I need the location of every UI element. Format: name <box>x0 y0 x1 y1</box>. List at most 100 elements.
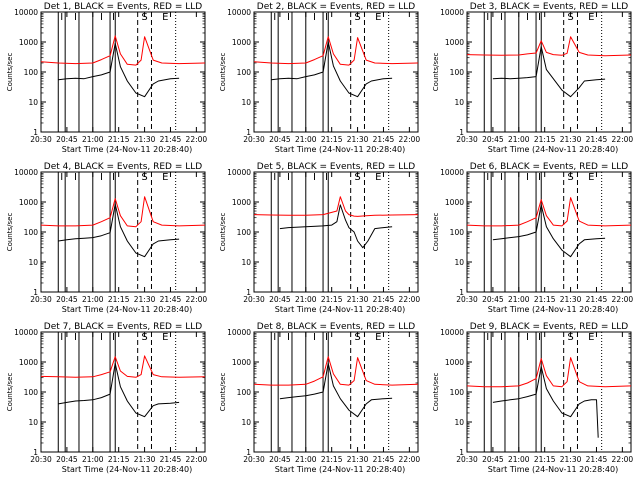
y-axis-label: Counts/sec <box>432 53 440 92</box>
x-tick-label: 21:30 <box>347 135 369 144</box>
y-tick-label: 1 <box>459 288 464 297</box>
y-tick-label: 100 <box>450 388 465 397</box>
y-tick-label: 1 <box>33 128 38 137</box>
interval-marker-label: I <box>313 172 316 183</box>
interval-marker-label: E <box>588 172 594 183</box>
y-tick-label: 1 <box>246 288 251 297</box>
x-axis-label: Start Time (24-Nov-11 20:28:40) <box>488 305 618 314</box>
y-tick-label: 10000 <box>440 328 464 337</box>
chart-title: Det 6, BLACK = Events, RED = LLD <box>470 162 629 172</box>
interval-marker-label: S <box>141 172 147 183</box>
interval-marker-label: I <box>74 12 77 23</box>
interval-marker-label: I <box>60 12 63 23</box>
interval-marker-label: E <box>375 12 381 23</box>
y-tick-label: 10 <box>241 258 251 267</box>
interval-marker-label: I <box>287 172 290 183</box>
y-axis-label: Counts/sec <box>432 213 440 252</box>
y-tick-label: 1000 <box>445 358 464 367</box>
x-tick-label: 21:30 <box>134 295 156 304</box>
panel-det-4: Det 4, BLACK = Events, RED = LLD 1 10 100 10… <box>6 162 207 314</box>
events-series-line <box>58 362 180 418</box>
x-tick-label: 22:00 <box>186 135 208 144</box>
y-tick-label: 100 <box>450 68 465 77</box>
x-tick-label: 21:00 <box>82 455 104 464</box>
x-tick-label: 20:45 <box>482 455 504 464</box>
x-tick-label: 21:00 <box>508 135 530 144</box>
y-tick-label: 1000 <box>232 38 251 47</box>
interval-marker-label: I <box>74 332 77 343</box>
y-tick-label: 1000 <box>445 198 464 207</box>
x-tick-label: 20:45 <box>482 295 504 304</box>
events-series-line <box>58 42 180 98</box>
x-axis-label: Start Time (24-Nov-11 20:28:40) <box>275 465 405 474</box>
y-tick-label: 10 <box>454 258 464 267</box>
panel-det-8: Det 8, BLACK = Events, RED = LLD 1 10 100 10… <box>219 322 420 474</box>
x-tick-label: 20:30 <box>456 455 478 464</box>
x-tick-label: 21:45 <box>586 295 608 304</box>
chart-title: Det 1, BLACK = Events, RED = LLD <box>44 2 203 12</box>
y-tick-label: 10000 <box>14 168 38 177</box>
y-tick-label: 10000 <box>14 8 38 17</box>
x-tick-label: 20:30 <box>456 295 478 304</box>
interval-marker-label: I <box>112 12 115 23</box>
x-tick-label: 22:00 <box>612 295 634 304</box>
y-tick-label: 10000 <box>227 328 251 337</box>
x-tick-label: 21:45 <box>160 135 182 144</box>
y-axis-label: Counts/sec <box>6 373 14 412</box>
y-tick-label: 100 <box>24 228 39 237</box>
y-tick-label: 10000 <box>440 8 464 17</box>
interval-marker-label: I <box>100 332 103 343</box>
interval-marker-label: E <box>588 12 594 23</box>
y-tick-label: 10 <box>28 98 38 107</box>
chart-title: Det 8, BLACK = Events, RED = LLD <box>257 322 416 332</box>
interval-marker-label: I <box>60 332 63 343</box>
x-tick-label: 22:00 <box>399 295 421 304</box>
interval-marker-label: S <box>567 12 573 23</box>
interval-marker-label: S <box>141 12 147 23</box>
x-tick-label: 21:00 <box>295 295 317 304</box>
x-tick-label: 21:30 <box>347 455 369 464</box>
x-tick-label: 21:15 <box>321 135 343 144</box>
interval-marker-label: I <box>112 172 115 183</box>
panel-det-9: Det 9, BLACK = Events, RED = LLD 1 10 100 10… <box>432 322 633 474</box>
x-tick-label: 21:30 <box>134 135 156 144</box>
y-tick-label: 1 <box>33 288 38 297</box>
interval-marker-label: I <box>313 332 316 343</box>
interval-marker-label: I <box>486 12 489 23</box>
interval-marker-label: I <box>313 12 316 23</box>
chart-title: Det 7, BLACK = Events, RED = LLD <box>44 322 203 332</box>
y-tick-label: 1000 <box>19 38 38 47</box>
y-axis-label: Counts/sec <box>219 373 227 412</box>
x-axis-label: Start Time (24-Nov-11 20:28:40) <box>275 305 405 314</box>
events-series-line <box>492 46 606 98</box>
lld-series-line <box>253 356 419 386</box>
interval-marker-label: E <box>162 172 168 183</box>
interval-marker-label: I <box>486 172 489 183</box>
y-tick-label: 100 <box>237 228 252 237</box>
panel-det-5: Det 5, BLACK = Events, RED = LLD 1 10 100 10… <box>219 162 420 314</box>
y-tick-label: 100 <box>24 388 39 397</box>
panel-det-2: Det 2, BLACK = Events, RED = LLD 1 10 100 10… <box>219 2 420 154</box>
lld-series-line <box>40 355 206 378</box>
x-axis-label: Start Time (24-Nov-11 20:28:40) <box>62 145 192 154</box>
y-axis-label: Counts/sec <box>432 373 440 412</box>
interval-marker-label: I <box>500 172 503 183</box>
y-tick-label: 1000 <box>19 358 38 367</box>
interval-marker-label: S <box>141 332 147 343</box>
events-series-line <box>492 366 599 438</box>
interval-marker-label: E <box>162 332 168 343</box>
chart-title: Det 5, BLACK = Events, RED = LLD <box>257 162 416 172</box>
lld-series-line <box>40 35 206 66</box>
x-tick-label: 21:45 <box>160 455 182 464</box>
y-tick-label: 100 <box>450 228 465 237</box>
x-tick-label: 20:30 <box>30 455 52 464</box>
y-tick-label: 1000 <box>445 38 464 47</box>
x-tick-label: 20:30 <box>456 135 478 144</box>
interval-marker-label: I <box>74 172 77 183</box>
x-tick-label: 21:30 <box>560 135 582 144</box>
interval-marker-label: I <box>100 12 103 23</box>
x-tick-label: 20:45 <box>269 455 291 464</box>
x-tick-label: 20:30 <box>243 295 265 304</box>
panel-det-3: Det 3, BLACK = Events, RED = LLD 1 10 100 10… <box>432 2 633 154</box>
x-tick-label: 21:30 <box>134 455 156 464</box>
